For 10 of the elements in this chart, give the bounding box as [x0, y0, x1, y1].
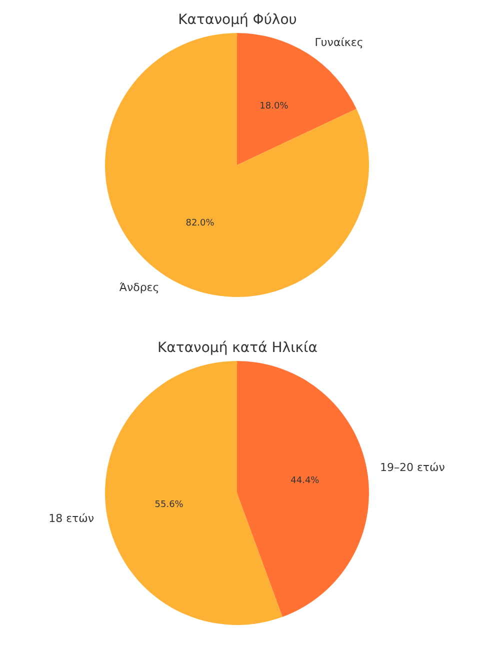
data-label: 18.0%: [260, 102, 289, 112]
chart-title: Κατανομή κατά Ηλικία: [157, 340, 318, 356]
slice-label: 19–20 ετών: [380, 461, 445, 474]
data-label: 44.4%: [290, 476, 320, 486]
data-label: 82.0%: [186, 218, 215, 228]
slice-label: Γυναίκες: [314, 36, 364, 49]
chart-title: Κατανομή Φύλου: [178, 12, 297, 28]
slice-label: Άνδρες: [119, 281, 160, 294]
data-label: 55.6%: [154, 500, 184, 510]
slice-label: 18 ετών: [48, 512, 94, 525]
